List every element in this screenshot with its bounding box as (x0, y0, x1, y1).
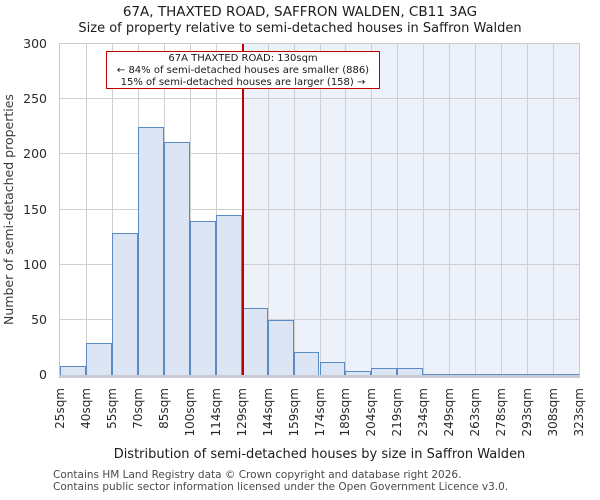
x-tick-label: 129sqm (234, 388, 249, 437)
vertical-gridline (527, 44, 529, 375)
vertical-gridline (111, 44, 113, 375)
attribution-footer: Contains HM Land Registry data © Crown c… (53, 469, 509, 493)
vertical-gridline (319, 44, 321, 375)
vertical-gridline (449, 44, 451, 375)
vertical-gridline (267, 44, 269, 375)
y-tick-label: 300 (23, 36, 47, 51)
x-tick-label: 85sqm (156, 388, 171, 429)
x-tick-label: 55sqm (104, 388, 119, 429)
histogram-bar (501, 373, 528, 375)
x-axis-title: Distribution of semi-detached houses by … (113, 447, 526, 462)
vertical-gridline (241, 44, 243, 375)
y-tick-label: 0 (39, 367, 47, 382)
attribution-line-2: Contains public sector information licen… (53, 480, 509, 493)
histogram-bar (137, 126, 164, 375)
x-axis-line (59, 375, 580, 378)
histogram-bar (527, 373, 554, 375)
vertical-gridline (475, 44, 477, 375)
vertical-gridline (293, 44, 295, 375)
annotation-larger-text: 15% of semi-detached houses are larger (… (120, 76, 366, 88)
histogram-bar (215, 215, 242, 375)
x-tick-label: 234sqm (416, 388, 431, 437)
x-tick-label: 144sqm (260, 388, 275, 437)
histogram-bar (85, 343, 112, 375)
x-tick-label: 100sqm (182, 388, 197, 437)
annotation-title: 67A THAXTED ROAD: 130sqm (168, 53, 318, 64)
marker-annotation-box: 67A THAXTED ROAD: 130sqm ← 84% of semi-d… (106, 51, 380, 89)
plot-area (59, 43, 580, 376)
histogram-bar (423, 373, 450, 375)
x-tick-label: 308sqm (546, 388, 561, 437)
y-tick-label: 150 (23, 201, 47, 217)
y-tick-label: 250 (23, 91, 47, 107)
x-tick-label: 25sqm (53, 388, 67, 429)
chart-title: 67A, THAXTED ROAD, SAFFRON WALDEN, CB11 … (122, 4, 478, 20)
vertical-gridline (345, 44, 347, 375)
histogram-bar (371, 368, 398, 375)
x-tick-label: 263sqm (468, 388, 483, 437)
x-tick-label: 219sqm (390, 388, 405, 437)
histogram-bar (475, 373, 502, 375)
vertical-gridline (85, 44, 87, 375)
vertical-gridline (371, 44, 373, 375)
chart-subtitle: Size of property relative to semi-detach… (78, 21, 522, 36)
vertical-gridline (215, 44, 217, 375)
vertical-gridline (501, 44, 503, 375)
x-tick-label: 293sqm (520, 388, 535, 437)
annotation-smaller-text: ← 84% of semi-detached houses are smalle… (116, 64, 370, 76)
histogram-bar (163, 142, 190, 375)
x-tick-label: 323sqm (572, 388, 586, 437)
y-tick-label: 200 (23, 146, 47, 162)
histogram-bar (293, 351, 320, 375)
x-tick-label: 159sqm (286, 388, 301, 437)
x-tick-label: 174sqm (312, 388, 327, 437)
y-tick-label: 50 (31, 311, 47, 327)
histogram-bar (345, 370, 372, 375)
vertical-gridline (423, 44, 425, 375)
histogram-bar (553, 373, 579, 375)
x-tick-label: 278sqm (494, 388, 509, 437)
histogram-bar (241, 307, 268, 375)
x-tick-label: 189sqm (338, 388, 353, 437)
x-tick-label: 204sqm (364, 388, 379, 437)
vertical-gridline (189, 44, 191, 375)
x-tick-label: 249sqm (442, 388, 457, 437)
histogram-bar (397, 368, 424, 375)
histogram-bar (60, 366, 86, 375)
histogram-bar (111, 232, 138, 375)
vertical-gridline (397, 44, 399, 375)
x-tick-label: 114sqm (208, 388, 223, 437)
histogram-bar (189, 220, 216, 375)
y-tick-label: 100 (23, 256, 47, 272)
x-tick-label: 40sqm (78, 388, 93, 429)
histogram-bar (319, 361, 346, 375)
x-tick-label: 70sqm (130, 388, 145, 429)
attribution-line-1: Contains HM Land Registry data © Crown c… (53, 469, 462, 481)
histogram-bar (267, 319, 294, 375)
histogram-bar (449, 373, 476, 375)
property-size-marker-line (242, 44, 245, 375)
vertical-gridline (553, 44, 555, 375)
